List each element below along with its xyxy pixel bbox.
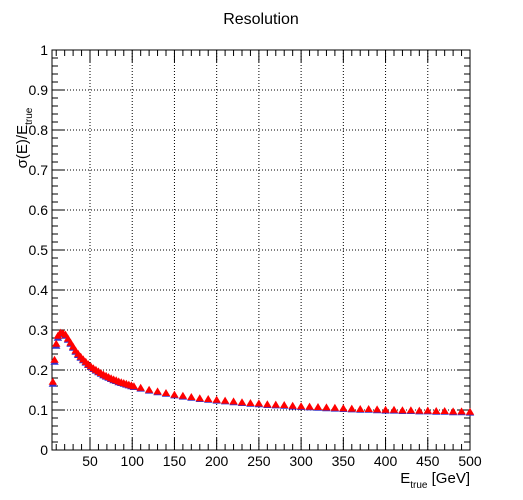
y-tick-label: 0.8 — [29, 122, 49, 138]
data-point-marker — [229, 397, 238, 405]
x-tick-label: 50 — [82, 453, 98, 469]
data-point-marker — [187, 393, 196, 400]
data-point-marker — [364, 405, 373, 412]
x-tick-label: 500 — [458, 453, 482, 469]
data-point-marker — [457, 407, 466, 415]
x-axis-label-unit: [GeV] — [427, 470, 470, 487]
data-point-marker — [423, 406, 432, 414]
data-point-marker — [339, 404, 348, 412]
y-axis-label-main: σ(E)/E — [14, 125, 31, 168]
data-point-marker — [372, 405, 382, 413]
data-point-marker — [440, 407, 449, 414]
y-axis-label-sub: true — [24, 107, 35, 125]
y-tick-label: 0.9 — [29, 82, 49, 98]
x-axis-label-sub: true — [410, 480, 428, 491]
data-point-marker — [204, 395, 213, 402]
axis-ticks — [52, 49, 471, 451]
data-point-marker — [398, 406, 407, 414]
data-point-marker — [465, 407, 475, 415]
data-point-marker — [52, 339, 61, 347]
x-tick-label: 100 — [121, 453, 145, 469]
data-point-marker — [48, 377, 58, 385]
tick-labels: 50 100 150 200 250 300 350 400 450 500 0 0.1 0.2 0.3 0… — [29, 42, 482, 469]
data-point-marker — [195, 394, 204, 402]
data-point-marker — [406, 406, 416, 414]
data-point-marker — [271, 400, 280, 408]
y-tick-label: 0.1 — [29, 402, 49, 418]
data-point-marker — [288, 401, 297, 409]
data-point-marker — [263, 400, 272, 408]
x-tick-label: 400 — [374, 453, 398, 469]
x-tick-label: 450 — [416, 453, 440, 469]
data-point-marker — [153, 387, 162, 395]
y-tick-label: 0.7 — [29, 162, 49, 178]
data-point-marker — [161, 389, 171, 396]
y-axis-label: σ(E)/Etrue — [14, 107, 35, 168]
data-point-marker — [356, 405, 365, 412]
x-tick-label: 200 — [205, 453, 229, 469]
data-point-marker — [280, 401, 289, 408]
data-point-marker — [448, 407, 458, 415]
data-point-marker — [129, 382, 139, 390]
data-points — [48, 328, 475, 416]
data-point-marker — [220, 396, 230, 404]
y-tick-label: 0.2 — [29, 362, 49, 378]
data-point-marker — [415, 406, 424, 414]
x-tick-label: 150 — [163, 453, 187, 469]
y-tick-label: 0.6 — [29, 202, 49, 218]
chart-title: Resolution — [223, 11, 299, 28]
x-tick-label: 350 — [332, 453, 356, 469]
data-point-marker — [246, 399, 255, 406]
x-tick-label: 300 — [289, 453, 313, 469]
y-tick-label: 0.4 — [29, 282, 49, 298]
data-point-marker — [432, 407, 441, 414]
data-point-marker — [170, 390, 179, 398]
data-point-marker — [347, 404, 356, 412]
data-point-marker — [389, 405, 399, 413]
data-point-marker — [212, 395, 221, 403]
data-point-marker — [136, 383, 145, 391]
y-tick-label: 0.3 — [29, 322, 49, 338]
data-point-marker — [381, 405, 390, 413]
y-tick-label: 0.5 — [29, 242, 49, 258]
data-point-marker — [178, 391, 188, 399]
data-point-marker — [313, 403, 323, 410]
data-point-marker — [237, 398, 247, 406]
data-point-marker — [144, 385, 154, 393]
data-point-marker — [254, 399, 264, 407]
data-point-marker — [296, 402, 306, 410]
data-point-marker — [322, 403, 331, 411]
series-2 — [48, 328, 475, 415]
y-tick-label: 0 — [40, 442, 48, 458]
x-axis-label-main: E — [400, 470, 410, 487]
y-tick-label: 1 — [40, 42, 48, 58]
data-point-marker — [305, 402, 314, 410]
plot-frame — [51, 49, 471, 451]
x-tick-label: 250 — [247, 453, 271, 469]
x-axis-label: Etrue [GeV] — [400, 470, 470, 491]
data-point-marker — [50, 355, 59, 363]
data-point-marker — [330, 403, 340, 411]
